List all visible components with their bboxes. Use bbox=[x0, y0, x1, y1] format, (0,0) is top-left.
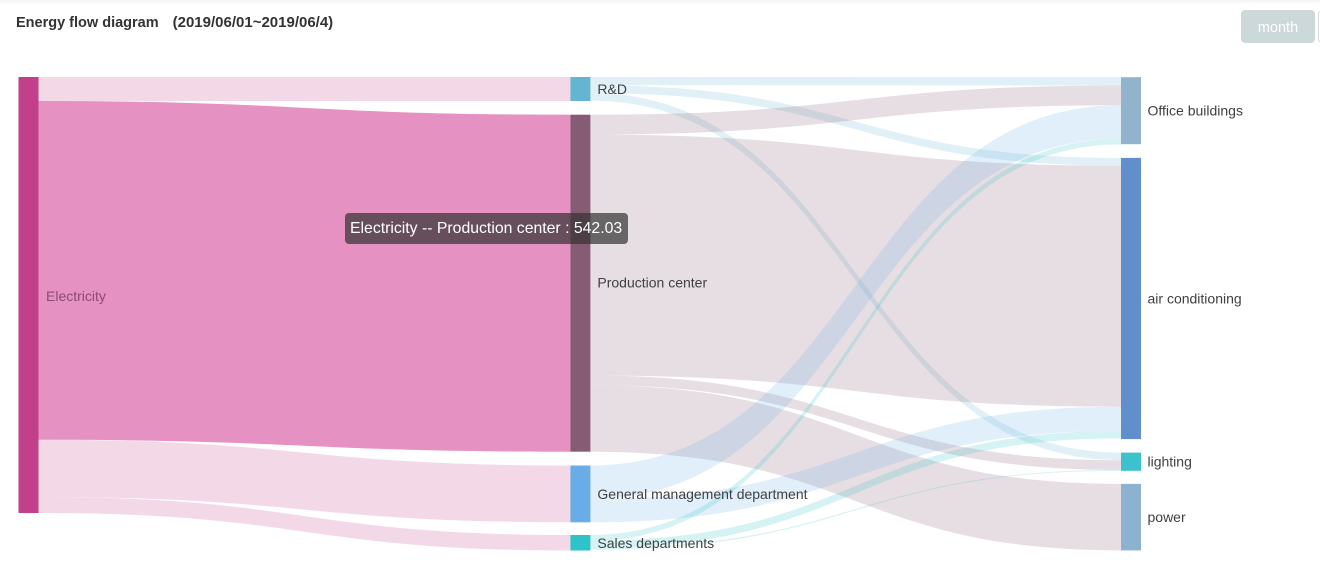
svg-text:Electricity: Electricity bbox=[46, 288, 106, 304]
svg-text:power: power bbox=[1148, 509, 1186, 525]
svg-text:air conditioning: air conditioning bbox=[1148, 291, 1242, 307]
svg-text:Sales departments: Sales departments bbox=[597, 535, 714, 551]
svg-text:Office buildings: Office buildings bbox=[1148, 103, 1243, 119]
svg-text:R&D: R&D bbox=[597, 81, 627, 97]
svg-text:General management department: General management department bbox=[597, 486, 807, 502]
svg-text:Production center: Production center bbox=[597, 275, 707, 291]
svg-text:lighting: lighting bbox=[1148, 454, 1192, 470]
